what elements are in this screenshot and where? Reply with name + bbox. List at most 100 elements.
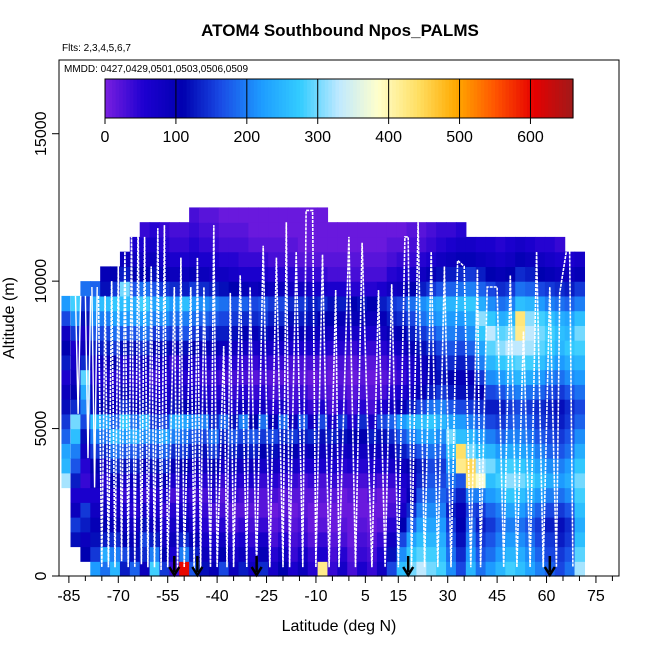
heatmap-cell <box>416 458 427 474</box>
heatmap-cell <box>268 517 279 533</box>
heatmap-cell <box>268 295 279 312</box>
heatmap-cell <box>297 369 309 385</box>
heatmap-cell <box>446 413 457 430</box>
heatmap-cell <box>357 222 368 238</box>
heatmap-cell <box>80 413 91 430</box>
heatmap-cell <box>189 354 200 371</box>
heatmap-cell <box>357 266 368 282</box>
heatmap-cell <box>554 428 566 444</box>
colorbar-segment <box>523 79 528 118</box>
colorbar-segment <box>151 79 156 118</box>
heatmap-cell <box>189 251 200 267</box>
heatmap-cell <box>386 222 398 238</box>
heatmap-cell <box>317 222 329 238</box>
heatmap-cell <box>426 546 437 562</box>
heatmap-cell <box>218 413 230 430</box>
heatmap-cell <box>357 502 368 518</box>
heatmap-cell <box>327 472 338 489</box>
heatmap-cell <box>169 458 180 474</box>
heatmap-cell <box>347 325 358 341</box>
heatmap-cell <box>80 517 91 533</box>
heatmap-cell <box>347 561 358 577</box>
heatmap-cell <box>199 502 210 518</box>
heatmap-cell <box>80 399 91 415</box>
colorbar-segment <box>562 79 567 118</box>
heatmap-cell <box>416 517 427 533</box>
heatmap-cell <box>357 487 368 503</box>
heatmap-cell <box>564 443 576 459</box>
heatmap-cell <box>258 207 269 223</box>
heatmap-cell <box>327 369 338 385</box>
colorbar-segment <box>484 79 489 118</box>
colorbar-tick-label: 500 <box>446 129 473 146</box>
heatmap-cell <box>149 399 161 415</box>
heatmap-cell <box>337 384 348 400</box>
heatmap-cell <box>495 340 506 356</box>
heatmap-cell <box>189 325 200 341</box>
colorbar-segment <box>565 79 571 118</box>
heatmap-cell <box>218 207 230 223</box>
heatmap-cell <box>465 354 477 371</box>
flight-track-line <box>97 209 574 571</box>
heatmap-cell <box>179 369 190 385</box>
heatmap-cell <box>100 443 111 459</box>
heatmap-cell <box>327 295 338 312</box>
heatmap-cell <box>159 458 170 474</box>
heatmap-cell <box>159 413 170 430</box>
colorbar-segment <box>268 79 273 118</box>
y-tick-label: 0 <box>33 571 50 580</box>
heatmap-cell <box>199 517 210 533</box>
heatmap-cell <box>149 369 161 385</box>
heatmap-cell <box>90 502 101 518</box>
heatmap-cell <box>396 369 408 385</box>
heatmap-cell <box>327 561 338 577</box>
heatmap-cell <box>367 354 378 371</box>
heatmap-cell <box>61 443 71 459</box>
heatmap-cell <box>278 369 289 385</box>
heatmap-cell <box>416 340 427 356</box>
heatmap-cell <box>248 281 259 297</box>
heatmap-cell <box>535 487 546 503</box>
colorbar-tick-label: 400 <box>375 129 402 146</box>
heatmap-cell <box>119 369 131 385</box>
heatmap-cell <box>436 295 447 312</box>
heatmap-cell <box>426 251 437 267</box>
heatmap-cell <box>446 251 457 267</box>
colorbar-segment <box>324 79 329 118</box>
heatmap-cell <box>317 310 329 326</box>
heatmap-cell <box>258 502 269 518</box>
heatmap-cell <box>465 399 477 415</box>
heatmap-cell <box>485 458 497 474</box>
heatmap-cell <box>70 384 82 400</box>
heatmap-cell <box>238 251 250 267</box>
heatmap-cell <box>485 340 497 356</box>
heatmap-cell <box>278 399 289 415</box>
heatmap-cell <box>129 340 141 356</box>
heatmap-cell <box>367 502 378 518</box>
heatmap-cell <box>208 443 220 459</box>
heatmap-cell <box>317 531 329 548</box>
colorbar-segment <box>261 79 266 118</box>
heatmap-cell <box>574 487 586 503</box>
colorbar-segment <box>463 79 468 118</box>
heatmap-cell <box>327 546 338 562</box>
heatmap-cell <box>248 487 259 503</box>
heatmap-cell <box>268 428 279 444</box>
heatmap-cell <box>287 561 299 577</box>
heatmap-cell <box>475 443 487 459</box>
x-tick-label: 75 <box>587 588 605 605</box>
heatmap-cell <box>327 443 338 459</box>
heatmap-cell <box>129 384 141 400</box>
heatmap-cell <box>426 369 437 385</box>
colorbar-segment <box>161 79 166 118</box>
heatmap-cell <box>307 502 319 518</box>
heatmap-cell <box>554 384 566 400</box>
heatmap-cell <box>515 561 526 577</box>
heatmap-cell <box>574 546 586 562</box>
heatmap-cell <box>485 251 497 267</box>
heatmap-cell <box>258 340 269 356</box>
heatmap-cell <box>149 222 161 238</box>
heatmap-cell <box>139 413 151 430</box>
colorbar-segment <box>470 79 475 118</box>
heatmap-cell <box>317 399 329 415</box>
